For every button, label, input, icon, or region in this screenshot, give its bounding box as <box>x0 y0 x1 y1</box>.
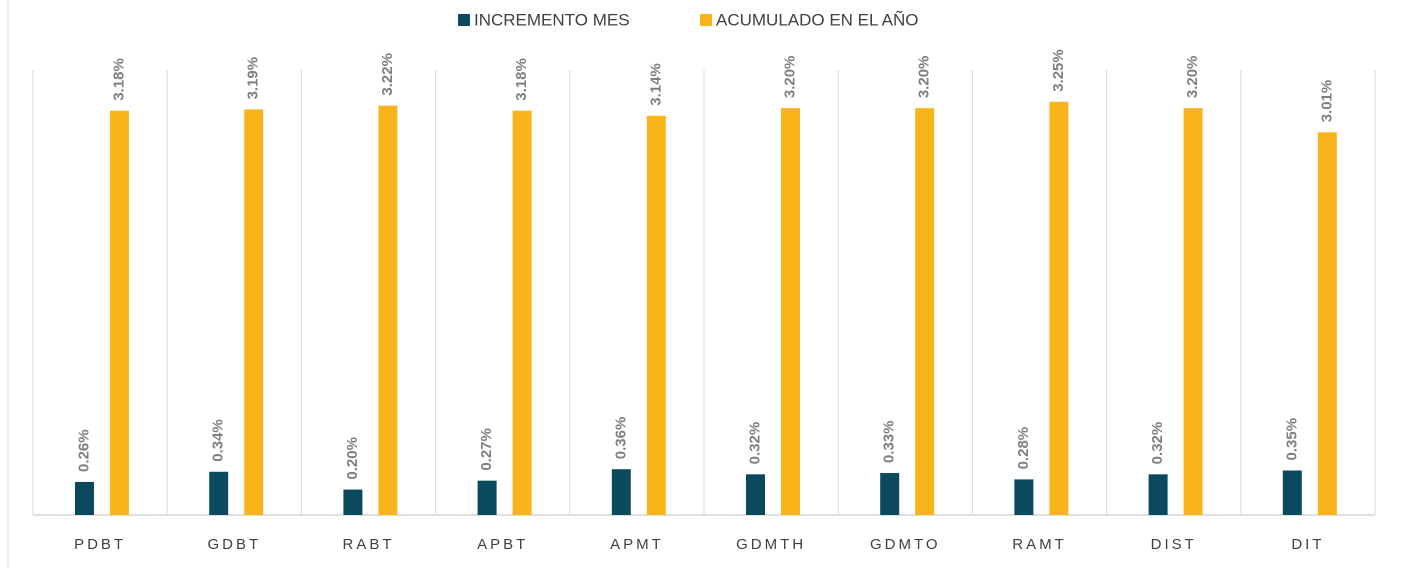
bar <box>378 105 398 515</box>
legend-swatch <box>458 14 470 26</box>
bar <box>646 115 666 516</box>
x-tick-label: DIST <box>1151 536 1197 553</box>
x-tick-label: APMT <box>610 536 664 553</box>
x-tick-label: GDMTO <box>870 536 941 553</box>
bar <box>915 108 935 516</box>
bar <box>1282 470 1302 515</box>
bar <box>746 474 765 515</box>
x-tick-label: GDMTH <box>736 536 806 553</box>
bar <box>75 481 94 515</box>
value-label: 3.18% <box>513 58 530 101</box>
bar <box>209 471 229 515</box>
bar <box>1317 132 1337 516</box>
x-tick-label: PDBT <box>74 536 126 553</box>
bar <box>1148 474 1168 515</box>
x-tick-label: DIT <box>1291 536 1324 553</box>
x-tick-label: RAMT <box>1012 536 1067 553</box>
bar <box>477 480 497 515</box>
value-label: 0.35% <box>1283 418 1300 461</box>
bar <box>1014 479 1034 515</box>
value-label: 0.26% <box>75 429 92 472</box>
value-label: 3.19% <box>245 57 262 100</box>
value-label: 0.32% <box>1149 422 1166 465</box>
value-label: 3.20% <box>781 56 798 99</box>
value-label: 0.27% <box>478 428 495 471</box>
value-label: 0.20% <box>344 437 361 480</box>
value-label: 3.22% <box>379 53 396 96</box>
bar <box>244 109 264 516</box>
value-label: 3.01% <box>1318 80 1335 123</box>
value-label: 0.33% <box>881 420 898 463</box>
value-label: 3.14% <box>647 63 664 106</box>
bar <box>1049 101 1069 516</box>
legend-label: ACUMULADO EN EL AÑO <box>716 10 918 29</box>
value-label: 0.36% <box>612 417 629 460</box>
legend-swatch <box>700 14 712 26</box>
bar <box>512 110 532 515</box>
bar <box>880 473 900 515</box>
legend-label: INCREMENTO MES <box>474 10 630 29</box>
x-tick-label: GDBT <box>207 536 261 553</box>
value-label: 3.20% <box>1184 56 1201 99</box>
bar <box>781 108 800 516</box>
value-label: 0.32% <box>746 422 763 465</box>
value-label: 3.20% <box>916 56 933 99</box>
value-label: 0.28% <box>1015 427 1032 470</box>
value-label: 0.34% <box>210 419 227 462</box>
bar <box>110 110 129 515</box>
x-tick-label: APBT <box>477 536 528 553</box>
value-label: 3.25% <box>1050 49 1067 92</box>
bar <box>611 469 631 515</box>
bar <box>343 489 363 515</box>
bar <box>1183 108 1203 516</box>
value-label: 3.18% <box>110 58 127 101</box>
x-tick-label: RABT <box>342 536 394 553</box>
